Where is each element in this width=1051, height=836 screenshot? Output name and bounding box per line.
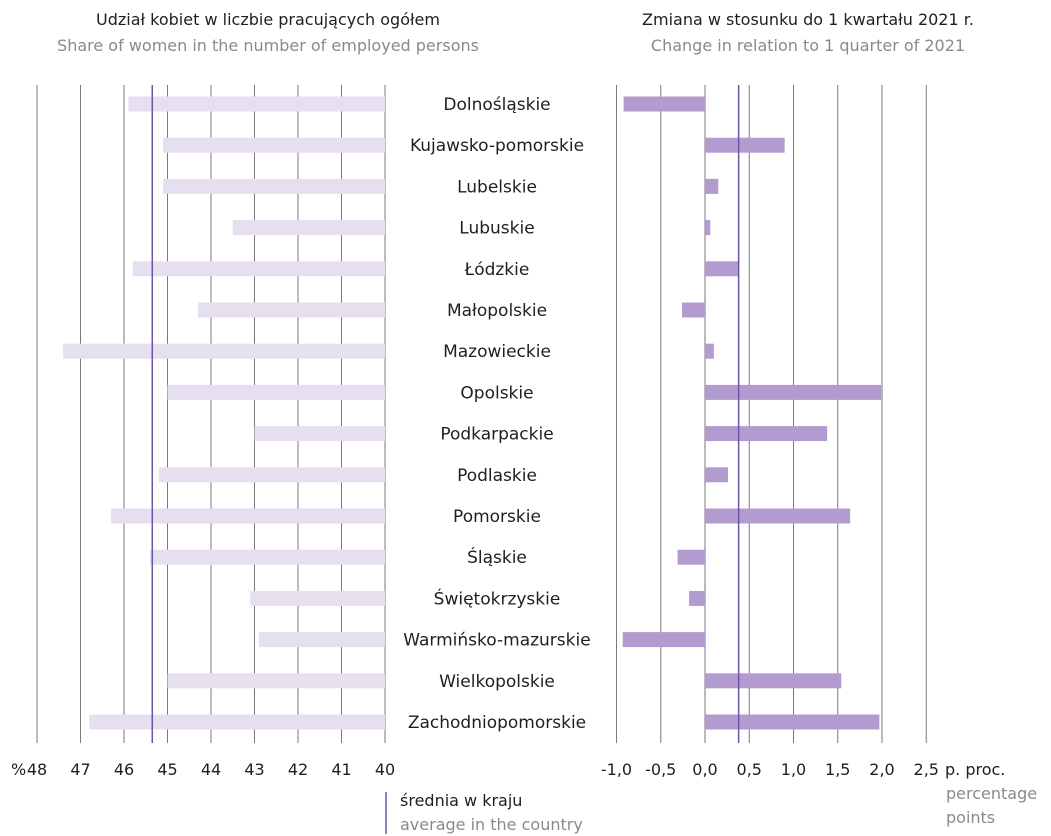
right-tick-label-5: 1,5 (825, 760, 850, 779)
left-tick-labels: 48 47 46 45 44 43 42 41 40 (27, 760, 395, 779)
left-tick-label-1: 47 (70, 760, 90, 779)
right-bar-1 (705, 137, 785, 153)
left-bar-9 (158, 467, 385, 483)
category-label-0: Dolnośląskie (443, 95, 550, 115)
left-title: Udział kobiet w liczbie pracujących ogół… (96, 10, 440, 29)
category-label-2: Lubelskie (457, 177, 537, 197)
left-bar-13 (258, 632, 385, 648)
right-tick-label-6: 2,0 (869, 760, 894, 779)
left-tick-label-7: 41 (331, 760, 351, 779)
left-tick-label-8: 40 (375, 760, 395, 779)
right-unit-sub-1: percentage (946, 784, 1037, 803)
category-label-11: Śląskie (467, 546, 527, 568)
right-bar-13 (622, 632, 705, 648)
right-bar-15 (705, 714, 880, 730)
left-bar-15 (89, 714, 385, 730)
category-label-6: Mazowieckie (443, 342, 551, 362)
right-bar-3 (705, 220, 711, 236)
right-tick-label-3: 0,5 (737, 760, 762, 779)
category-label-9: Podlaskie (457, 466, 537, 486)
left-tick-label-5: 43 (244, 760, 264, 779)
right-tick-label-4: 1,0 (781, 760, 806, 779)
right-bar-14 (705, 673, 842, 689)
right-unit-label: p. proc. (945, 760, 1005, 779)
right-tick-label-0: -1,0 (601, 760, 632, 779)
legend-label: średnia w kraju (400, 791, 522, 810)
left-bar-3 (232, 220, 385, 236)
category-label-14: Wielkopolskie (439, 672, 555, 692)
category-label-4: Łódzkie (464, 260, 530, 280)
left-bar-10 (110, 508, 385, 524)
left-tick-label-4: 44 (201, 760, 221, 779)
right-tick-label-1: -0,5 (645, 760, 676, 779)
right-tick-label-7: 2,5 (914, 760, 939, 779)
category-label-15: Zachodniopomorskie (408, 713, 586, 733)
left-bar-12 (250, 590, 385, 606)
left-bar-6 (63, 343, 385, 359)
left-bar-7 (167, 384, 385, 400)
right-subtitle: Change in relation to 1 quarter of 2021 (651, 36, 965, 55)
right-tick-labels: -1,0 -0,5 0,0 0,5 1,0 1,5 2,0 2,5 (601, 760, 939, 779)
category-label-10: Pomorskie (453, 507, 541, 527)
right-bar-8 (705, 426, 828, 442)
right-bar-4 (705, 261, 739, 277)
right-bar-9 (705, 467, 729, 483)
left-bar-8 (254, 426, 385, 442)
category-label-3: Lubuskie (459, 219, 534, 239)
right-bar-5 (681, 302, 705, 318)
right-title: Zmiana w stosunku do 1 kwartału 2021 r. (642, 10, 974, 29)
left-tick-label-0: 48 (27, 760, 47, 779)
left-bar-14 (167, 673, 385, 689)
left-bar-4 (132, 261, 385, 277)
right-unit-sub-2: points (946, 808, 995, 827)
left-unit-label: % (11, 760, 26, 779)
right-tick-label-2: 0,0 (692, 760, 717, 779)
category-label-12: Świętokrzyskie (434, 587, 561, 609)
left-bar-0 (128, 96, 385, 112)
right-bar-6 (705, 343, 714, 359)
right-bar-11 (677, 549, 705, 565)
left-tick-label-6: 42 (288, 760, 308, 779)
right-bars (622, 96, 882, 730)
category-label-1: Kujawsko-pomorskie (410, 136, 584, 156)
left-bar-1 (163, 137, 385, 153)
left-tick-label-2: 46 (114, 760, 134, 779)
left-subtitle: Share of women in the number of employed… (57, 36, 479, 55)
left-bar-5 (197, 302, 385, 318)
left-gridlines (36, 85, 386, 743)
right-bar-2 (705, 178, 719, 194)
left-bar-11 (150, 549, 385, 565)
left-tick-label-3: 45 (157, 760, 177, 779)
category-label-13: Warmińsko-mazurskie (403, 631, 590, 651)
right-bar-12 (689, 590, 705, 606)
right-bar-7 (705, 384, 882, 400)
category-label-7: Opolskie (460, 383, 533, 403)
legend-sublabel: average in the country (400, 815, 583, 834)
category-label-8: Podkarpackie (440, 425, 553, 445)
average-lines (151, 85, 740, 743)
right-bar-0 (623, 96, 705, 112)
right-bar-10 (705, 508, 851, 524)
category-label-5: Małopolskie (447, 301, 547, 321)
category-labels: Dolnośląskie Kujawsko-pomorskie Lubelskie L… (403, 95, 590, 733)
left-bars (63, 96, 385, 730)
left-bar-2 (163, 178, 385, 194)
right-gridlines (616, 85, 927, 743)
